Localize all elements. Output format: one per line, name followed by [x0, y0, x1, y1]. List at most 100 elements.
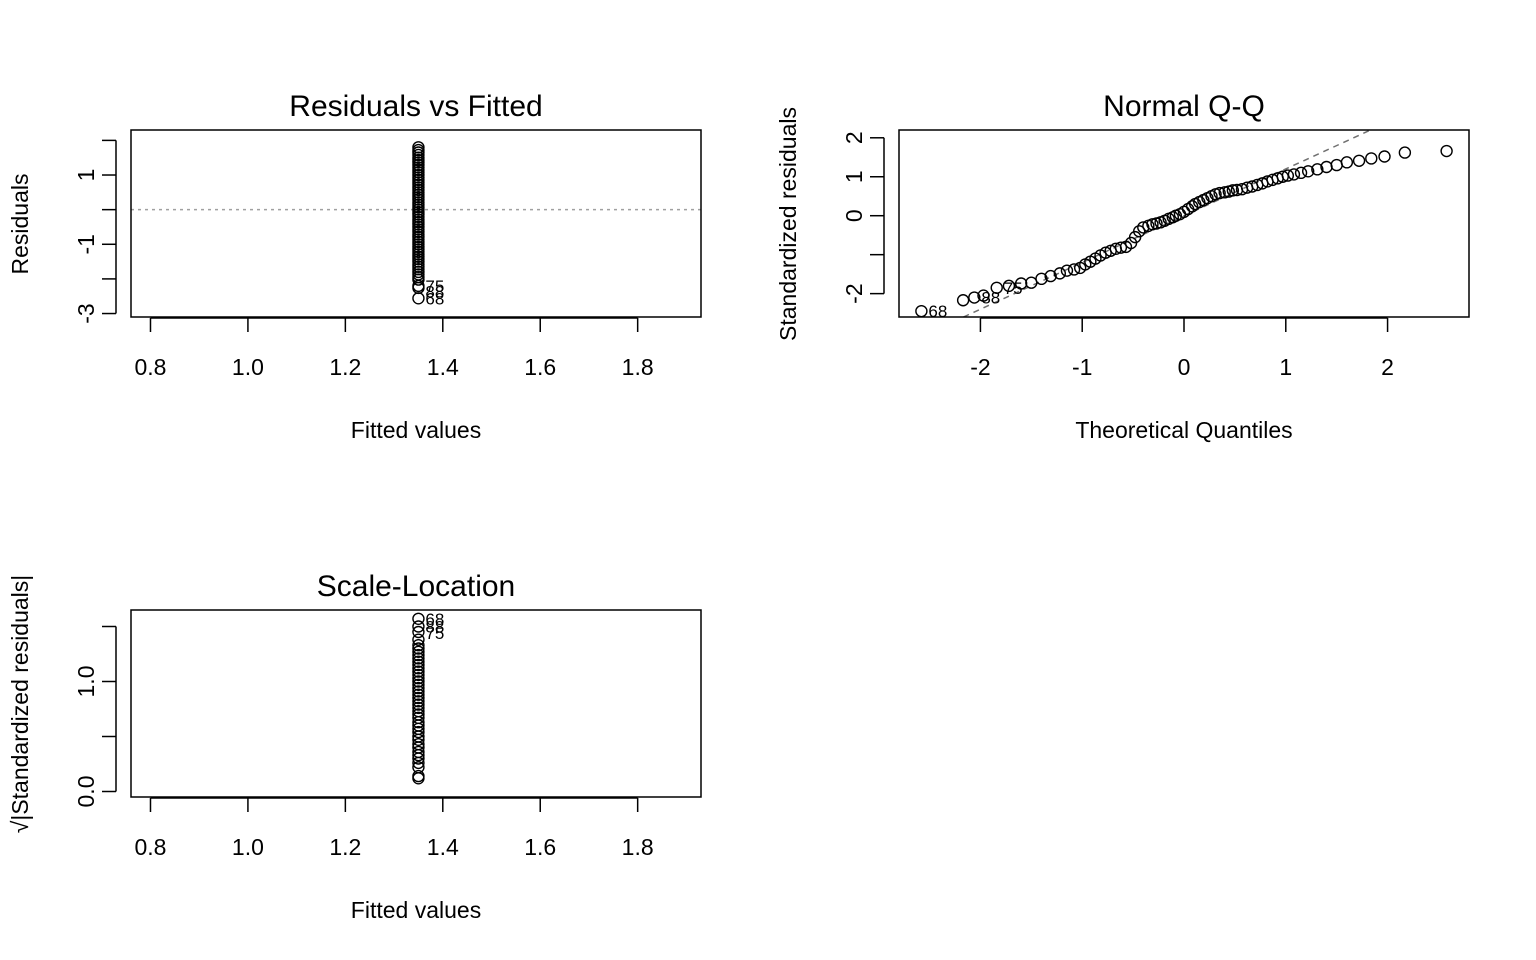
data-point	[1281, 169, 1295, 182]
data-point	[956, 294, 970, 307]
x-axis-label: Fitted values	[351, 417, 481, 443]
data-point	[412, 633, 425, 646]
x-axis-label: Theoretical Quantiles	[1075, 417, 1292, 443]
x-tick-label: 1.4	[427, 354, 459, 380]
x-tick-label: 1.6	[524, 834, 556, 860]
chart-title: Scale-Location	[317, 570, 515, 603]
x-axis: 0.8 1.0 1.2 1.4 1.6 1.8	[134, 797, 654, 860]
data-point	[412, 273, 425, 286]
x-tick-label: 0	[1178, 354, 1191, 380]
point-label: 75	[425, 624, 444, 643]
point-label: 75	[1004, 279, 1023, 298]
chart-title: Normal Q-Q	[1103, 90, 1265, 123]
panel-normal-qq: Normal Q-Q Theoretical Quantiles Standar…	[775, 90, 1470, 443]
y-axis-label: Standardized residuals	[775, 107, 801, 341]
data-point	[412, 772, 425, 785]
data-point	[1378, 150, 1391, 163]
x-tick-label: 1.0	[232, 354, 264, 380]
point-label: 75	[425, 277, 444, 296]
data-point	[1133, 225, 1146, 238]
data-point	[412, 695, 425, 708]
data-point	[412, 620, 425, 633]
x-tick-label: 1.0	[232, 834, 264, 860]
data-point	[412, 665, 425, 678]
data-point	[412, 733, 425, 746]
data-point	[412, 292, 425, 305]
data-point	[1311, 163, 1324, 176]
y-axis: 0.0 1.0	[73, 625, 117, 807]
data-point	[412, 678, 425, 691]
y-tick-label: 1	[841, 170, 867, 183]
data-point	[968, 291, 981, 304]
point-label: 88	[425, 618, 444, 637]
data-point	[1014, 277, 1028, 290]
point-label: 88	[425, 282, 444, 301]
x-tick-label: 1.8	[622, 354, 654, 380]
data-point	[1287, 168, 1301, 181]
data-point	[1213, 186, 1226, 200]
y-tick-label: 2	[841, 131, 867, 144]
panel-scale-location: Scale-Location Fitted values √|Standardi…	[7, 570, 702, 923]
data-point	[412, 645, 425, 658]
data-point	[412, 672, 425, 685]
point-label: 68	[928, 302, 947, 321]
plot-frame	[130, 129, 702, 318]
data-point	[412, 642, 425, 655]
y-axis: -3 -1 1	[73, 139, 117, 324]
data-points	[412, 141, 425, 305]
point-label: 88	[981, 289, 1000, 308]
data-point	[412, 655, 425, 668]
data-point	[412, 725, 425, 739]
y-tick-label: -2	[841, 283, 867, 303]
x-tick-label: 2	[1381, 354, 1394, 380]
x-tick-label: -1	[1072, 354, 1092, 380]
data-point	[1035, 272, 1048, 286]
data-point	[1398, 146, 1412, 159]
data-point	[412, 662, 425, 675]
plot-frame	[130, 609, 702, 798]
x-tick-label: 0.8	[134, 354, 166, 380]
y-tick-label: -1	[73, 234, 99, 254]
x-tick-label: 1.8	[622, 834, 654, 860]
data-point	[1440, 144, 1453, 158]
data-point	[1226, 184, 1240, 197]
data-point	[1294, 166, 1308, 180]
data-point	[412, 752, 425, 765]
data-point	[412, 648, 425, 662]
x-axis: 0.8 1.0 1.2 1.4 1.6 1.8	[134, 317, 654, 380]
y-tick-label: 1.0	[73, 666, 99, 698]
plot-frame	[898, 129, 1470, 318]
data-point	[412, 698, 425, 711]
y-axis-label: Residuals	[7, 174, 33, 275]
data-point	[412, 716, 425, 729]
data-point	[412, 652, 425, 665]
x-axis: -2 -1 0 1 2	[970, 317, 1394, 380]
y-tick-label: -3	[73, 303, 99, 323]
data-point	[412, 675, 425, 688]
data-point	[1060, 264, 1074, 277]
panel-residuals-vs-fitted: Residuals vs Fitted Fitted values Residu…	[7, 90, 702, 443]
data-point	[1067, 263, 1081, 276]
data-point	[1365, 152, 1378, 165]
data-point	[412, 749, 425, 762]
data-points	[915, 144, 1453, 318]
data-point	[1185, 200, 1199, 213]
y-axis: -2 0 1 2	[841, 131, 885, 304]
data-point	[1053, 267, 1067, 280]
y-tick-label: 0	[841, 209, 867, 222]
data-point	[1002, 279, 1016, 293]
data-point	[1340, 156, 1354, 169]
data-point	[1301, 165, 1315, 178]
y-axis-label: √|Standardized residuals|	[7, 575, 33, 834]
x-tick-label: 1.2	[329, 354, 361, 380]
data-point	[412, 681, 425, 695]
x-tick-label: 1.4	[427, 834, 459, 860]
x-tick-label: -2	[970, 354, 990, 380]
data-point	[1114, 241, 1128, 254]
data-point	[412, 612, 425, 625]
data-points	[412, 612, 425, 785]
